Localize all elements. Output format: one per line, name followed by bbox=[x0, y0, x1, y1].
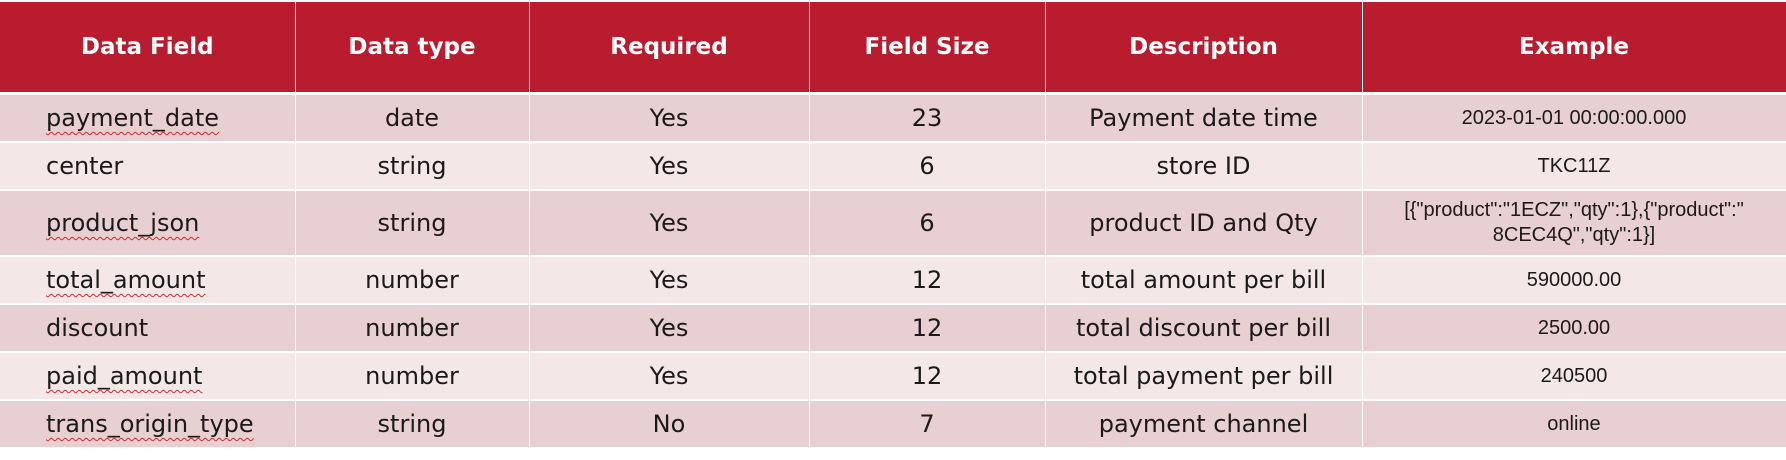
description-cell: total payment per bill bbox=[1044, 351, 1363, 400]
field-name-cell: paid_amount bbox=[0, 351, 296, 400]
description-cell: store ID bbox=[1044, 141, 1363, 190]
field-name: total_amount bbox=[46, 266, 206, 294]
field-size-cell: 6 bbox=[808, 189, 1046, 256]
header-field-size: Field Size bbox=[808, 2, 1046, 95]
example-cell: 590000.00 bbox=[1361, 255, 1786, 304]
example-cell: online bbox=[1361, 399, 1786, 447]
field-size-cell: 12 bbox=[808, 351, 1046, 400]
description-cell: product ID and Qty bbox=[1044, 189, 1363, 256]
field-name: product_json bbox=[46, 209, 200, 237]
description-cell: total discount per bill bbox=[1044, 303, 1363, 352]
field-name-cell: trans_origin_type bbox=[0, 399, 296, 447]
data-type-cell: string bbox=[294, 189, 530, 256]
description-cell: payment channel bbox=[1044, 399, 1363, 447]
field-size-cell: 23 bbox=[808, 92, 1046, 142]
example-cell: 240500 bbox=[1361, 351, 1786, 400]
field-name-cell: product_json bbox=[0, 189, 296, 256]
description-cell: total amount per bill bbox=[1044, 255, 1363, 304]
field-name: center bbox=[46, 152, 124, 180]
data-type-cell: number bbox=[294, 255, 530, 304]
field-name: discount bbox=[46, 314, 149, 342]
header-required: Required bbox=[528, 2, 810, 95]
field-size-cell: 6 bbox=[808, 141, 1046, 190]
field-name-cell: total_amount bbox=[0, 255, 296, 304]
data-type-cell: string bbox=[294, 141, 530, 190]
example-cell: 2500.00 bbox=[1361, 303, 1786, 352]
field-name: trans_origin_type bbox=[46, 410, 254, 438]
header-row: Data Field Data type Required Field Size… bbox=[0, 2, 1786, 95]
field-size-cell: 12 bbox=[808, 303, 1046, 352]
field-size-cell: 7 bbox=[808, 399, 1046, 447]
header-data-type: Data type bbox=[294, 2, 530, 95]
example-cell: [{"product":"1ECZ","qty":1},{"product":"… bbox=[1361, 189, 1786, 256]
description-cell: Payment date time bbox=[1044, 92, 1363, 142]
required-cell: Yes bbox=[528, 189, 810, 256]
example-line: 8CEC4Q","qty":1}] bbox=[1492, 224, 1656, 246]
top-strip bbox=[0, 0, 1786, 2]
field-name-cell: payment_date bbox=[0, 92, 296, 142]
data-type-cell: number bbox=[294, 351, 530, 400]
table-row: payment_date date Yes 23 Payment date ti… bbox=[0, 92, 1786, 142]
example-line: [{"product":"1ECZ","qty":1},{"product":" bbox=[1404, 199, 1744, 221]
data-type-cell: number bbox=[294, 303, 530, 352]
field-name-cell: discount bbox=[0, 303, 296, 352]
table-row: discount number Yes 12 total discount pe… bbox=[0, 303, 1786, 352]
data-dictionary-table: Data Field Data type Required Field Size… bbox=[0, 2, 1786, 447]
table-row: paid_amount number Yes 12 total payment … bbox=[0, 351, 1786, 400]
required-cell: Yes bbox=[528, 351, 810, 400]
required-cell: Yes bbox=[528, 303, 810, 352]
example-cell: 2023-01-01 00:00:00.000 bbox=[1361, 92, 1786, 142]
header-example: Example bbox=[1361, 2, 1786, 95]
header-description: Description bbox=[1044, 2, 1363, 95]
table-row: total_amount number Yes 12 total amount … bbox=[0, 255, 1786, 304]
required-cell: Yes bbox=[528, 255, 810, 304]
table-row: center string Yes 6 store ID TKC11Z bbox=[0, 141, 1786, 190]
example-cell: TKC11Z bbox=[1361, 141, 1786, 190]
field-name: payment_date bbox=[46, 104, 220, 132]
required-cell: Yes bbox=[528, 141, 810, 190]
required-cell: No bbox=[528, 399, 810, 447]
data-type-cell: date bbox=[294, 92, 530, 142]
field-size-cell: 12 bbox=[808, 255, 1046, 304]
field-name: paid_amount bbox=[46, 362, 203, 390]
header-data-field: Data Field bbox=[0, 2, 296, 95]
data-type-cell: string bbox=[294, 399, 530, 447]
table-row: trans_origin_type string No 7 payment ch… bbox=[0, 399, 1786, 447]
required-cell: Yes bbox=[528, 92, 810, 142]
table-row: product_json string Yes 6 product ID and… bbox=[0, 189, 1786, 256]
field-name-cell: center bbox=[0, 141, 296, 190]
